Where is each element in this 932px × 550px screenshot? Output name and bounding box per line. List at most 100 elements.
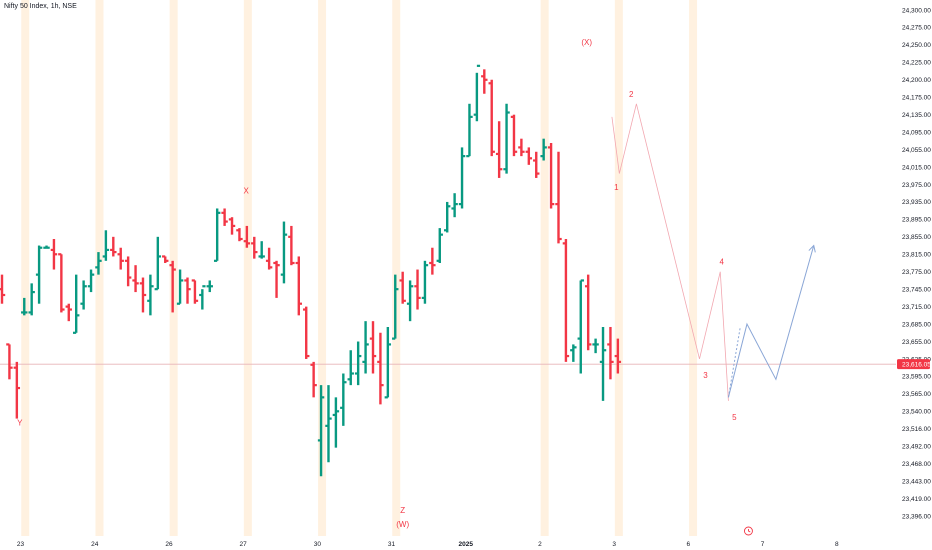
ohlc-bar bbox=[43, 245, 50, 249]
ohlc-bar bbox=[510, 114, 518, 157]
price-axis-label: 23,516.00 bbox=[902, 426, 931, 433]
price-axis-label: 23,685.00 bbox=[902, 321, 931, 328]
ohlc-bar bbox=[317, 385, 325, 477]
price-axis-label: 23,492.00 bbox=[902, 444, 931, 451]
ohlc-bar bbox=[436, 228, 443, 263]
ohlc-bar bbox=[251, 236, 258, 259]
ohlc-bar bbox=[377, 332, 384, 405]
price-axis-label: 24,015.00 bbox=[902, 164, 931, 171]
ohlc-bar bbox=[392, 274, 399, 340]
ohlc-bar bbox=[117, 247, 124, 270]
price-axis-label: 23,855.00 bbox=[902, 234, 931, 241]
ohlc-bar bbox=[124, 256, 132, 287]
price-axis-label: 24,300.00 bbox=[902, 7, 931, 14]
ohlc-bar bbox=[495, 121, 503, 178]
wave-label: Y bbox=[17, 418, 23, 427]
wave-label: 4 bbox=[720, 258, 725, 267]
ohlc-bar bbox=[50, 239, 58, 270]
ohlc-bar bbox=[332, 397, 340, 448]
time-axis[interactable]: 23 24 26 27 30 31 2025 2 3 6 7 8 bbox=[17, 541, 839, 548]
session-band bbox=[243, 0, 252, 536]
clock-hands bbox=[748, 529, 751, 533]
ohlc-bar bbox=[147, 274, 154, 316]
ohlc-bar bbox=[533, 151, 540, 178]
ohlc-bar bbox=[258, 241, 265, 259]
price-axis-label: 24,250.00 bbox=[902, 42, 931, 49]
wave-labels: Y X Z (W) (X) 1 2 3 4 5 bbox=[17, 38, 737, 529]
session-highlights bbox=[21, 0, 698, 536]
ohlc-bar bbox=[503, 103, 510, 174]
ohlc-bar bbox=[414, 269, 421, 310]
session-band bbox=[540, 0, 549, 536]
ohlc-bar bbox=[139, 277, 147, 313]
ohlc-bar bbox=[228, 217, 236, 235]
ohlc-bar bbox=[221, 208, 228, 226]
price-axis-label: 23,396.00 bbox=[902, 513, 931, 520]
time-axis-label: 3 bbox=[612, 541, 616, 548]
elliott-wave-lines bbox=[611, 103, 729, 401]
ohlc-bar bbox=[303, 306, 310, 359]
ohlc-bar bbox=[555, 151, 562, 244]
time-axis-label: 31 bbox=[388, 541, 396, 548]
price-axis-label: 24,275.00 bbox=[902, 25, 931, 32]
price-axis-bg bbox=[896, 0, 932, 550]
price-axis-label: 23,443.00 bbox=[902, 478, 931, 485]
ohlc-bar bbox=[110, 236, 117, 257]
ohlc-bar bbox=[325, 385, 332, 463]
time-axis-label: 23 bbox=[17, 541, 25, 548]
ohlc-bar bbox=[21, 297, 28, 316]
ohlc-bar bbox=[95, 252, 102, 275]
wave-label: 2 bbox=[629, 90, 634, 99]
wave-label: X bbox=[243, 187, 249, 196]
wave-label: Z bbox=[400, 506, 405, 515]
price-axis-label: 23,775.00 bbox=[902, 269, 931, 276]
ohlc-bar bbox=[354, 341, 362, 386]
projection-path bbox=[727, 244, 816, 398]
wave-label: (W) bbox=[396, 520, 409, 529]
ohlc-bar bbox=[0, 274, 6, 304]
current-price-badge: 23,616.05 bbox=[897, 359, 931, 370]
time-axis-label: 27 bbox=[240, 541, 248, 548]
clock-icon[interactable] bbox=[744, 526, 753, 536]
price-axis-label: 23,655.00 bbox=[902, 339, 931, 346]
ohlc-bar bbox=[384, 326, 392, 399]
ohlc-bar bbox=[80, 280, 87, 310]
price-axis-label: 23,595.00 bbox=[902, 374, 931, 381]
ohlc-bar bbox=[584, 274, 592, 351]
ohlc-bar bbox=[102, 230, 110, 261]
wave-label: 1 bbox=[614, 183, 619, 192]
ohlc-bar bbox=[525, 147, 533, 165]
price-axis-label: 23,565.00 bbox=[902, 391, 931, 398]
projection-dash bbox=[727, 326, 741, 398]
ohlc-bar bbox=[184, 277, 191, 304]
price-axis-label: 24,095.00 bbox=[902, 129, 931, 136]
ohlc-bar bbox=[288, 225, 295, 266]
time-axis-label: 6 bbox=[687, 541, 691, 548]
ohlc-bar bbox=[592, 338, 599, 354]
ohlc-bar bbox=[169, 260, 176, 313]
ohlc-bar bbox=[191, 279, 199, 304]
session-band bbox=[614, 0, 623, 536]
ohlc-bar bbox=[265, 247, 273, 270]
ohlc-bar bbox=[421, 260, 429, 304]
time-axis-label: 7 bbox=[761, 541, 765, 548]
projection-line bbox=[727, 245, 815, 398]
price-axis-label: 23,975.00 bbox=[902, 182, 931, 189]
ohlc-bar bbox=[599, 326, 607, 401]
ohlc-bar bbox=[295, 256, 302, 316]
price-axis-label: 23,815.00 bbox=[902, 252, 931, 259]
session-band bbox=[21, 0, 30, 536]
ohlc-bar bbox=[562, 239, 570, 362]
ohlc-bar bbox=[399, 271, 406, 304]
price-axis-label: 24,175.00 bbox=[902, 95, 931, 102]
ohlc-bar bbox=[406, 280, 414, 322]
ohlc-bar bbox=[310, 361, 317, 398]
wave-label: 5 bbox=[732, 413, 737, 422]
ohlc-bar bbox=[162, 255, 169, 263]
price-badge-label: 23,616.05 bbox=[902, 361, 931, 368]
ohlc-bar bbox=[206, 280, 213, 293]
session-band bbox=[392, 0, 401, 536]
price-axis[interactable]: 24,300.00 24,275.00 24,250.00 24,225.00 24,2… bbox=[902, 7, 931, 520]
ohlc-bar bbox=[236, 228, 243, 242]
